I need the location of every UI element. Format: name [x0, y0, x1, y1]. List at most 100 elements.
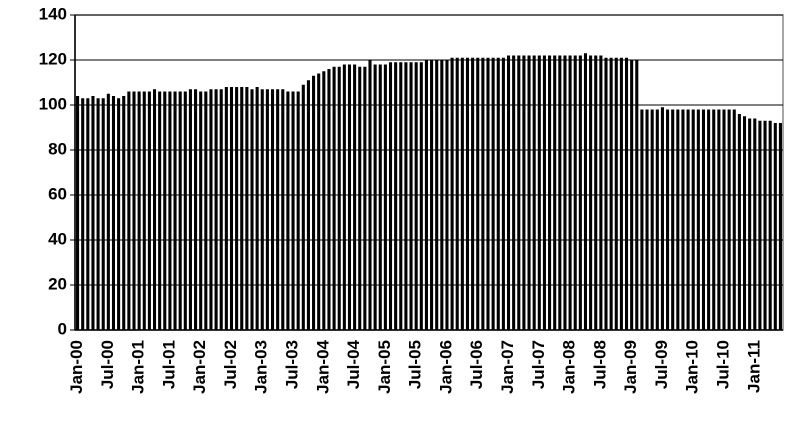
- bar: [655, 109, 659, 330]
- bar: [594, 55, 598, 330]
- bar: [450, 57, 454, 330]
- bar: [476, 57, 480, 330]
- bar: [660, 107, 664, 330]
- bar: [465, 57, 470, 330]
- bar: [501, 57, 505, 330]
- bar: [737, 114, 741, 330]
- bar: [486, 57, 490, 330]
- x-tick-label: Jul-08: [590, 340, 609, 389]
- bar: [589, 55, 593, 330]
- bar: [327, 69, 331, 330]
- y-tick-label: 20: [48, 274, 67, 293]
- bar: [168, 91, 172, 330]
- x-tick-label: Jan-11: [744, 340, 763, 393]
- x-tick-label: Jan-10: [683, 340, 702, 394]
- bar: [583, 53, 588, 330]
- bar: [276, 89, 280, 330]
- y-tick-label: 100: [39, 94, 67, 113]
- bar: [178, 91, 182, 330]
- x-tick-label: Jul-09: [652, 340, 671, 389]
- bar: [645, 109, 649, 330]
- x-tick-label: Jan-01: [129, 340, 148, 394]
- bar: [619, 57, 623, 330]
- bar: [491, 57, 495, 330]
- bar: [373, 64, 377, 330]
- bar: [691, 109, 695, 330]
- bar: [117, 98, 121, 330]
- bar: [666, 109, 670, 330]
- bar: [76, 96, 80, 330]
- bar: [522, 55, 526, 330]
- bar: [512, 55, 516, 330]
- bar: [229, 87, 234, 330]
- bar: [527, 55, 531, 330]
- bar: [353, 64, 357, 330]
- y-tick-label: 80: [48, 139, 67, 158]
- bar: [245, 87, 249, 330]
- y-tick-label: 0: [58, 319, 67, 338]
- x-tick-label: Jan-05: [375, 340, 394, 394]
- bar: [91, 96, 95, 330]
- bar: [188, 89, 192, 330]
- bar: [404, 62, 408, 330]
- bar: [414, 62, 418, 330]
- bar: [481, 57, 485, 330]
- bar: [727, 109, 731, 330]
- bar: [219, 89, 223, 330]
- bar: [86, 98, 90, 330]
- bar: [419, 62, 423, 330]
- bar: [286, 91, 290, 330]
- bar: [758, 120, 762, 330]
- bar: [537, 55, 541, 330]
- x-tick-label: Jan-02: [190, 340, 209, 394]
- bar: [260, 89, 264, 330]
- x-tick-label: Jan-06: [436, 340, 455, 394]
- bar: [553, 55, 557, 330]
- x-tick-label: Jul-04: [344, 339, 363, 389]
- bar: [342, 64, 346, 330]
- bar: [409, 62, 413, 330]
- bar: [671, 109, 675, 330]
- bar: [137, 91, 141, 330]
- bar: [563, 55, 567, 330]
- bar: [368, 60, 372, 330]
- bar: [614, 57, 618, 330]
- bar: [96, 98, 100, 330]
- x-tick-label: Jul-03: [283, 340, 302, 389]
- bar: [686, 109, 690, 330]
- x-tick-label: Jan-03: [252, 340, 271, 394]
- bar: [312, 75, 316, 330]
- bar: [265, 89, 269, 330]
- bar: [712, 109, 716, 330]
- bar: [214, 89, 218, 330]
- x-tick-label: Jul-02: [221, 340, 240, 389]
- bar: [173, 91, 177, 330]
- bar: [399, 62, 403, 330]
- bar: [250, 89, 254, 330]
- bar: [650, 109, 654, 330]
- bar: [301, 84, 305, 330]
- bar: [471, 57, 475, 330]
- bar: [127, 91, 131, 330]
- bar: [630, 60, 634, 330]
- bar: [742, 116, 747, 330]
- y-tick-label: 40: [48, 229, 67, 248]
- y-tick-label: 120: [39, 49, 67, 68]
- x-tick-label: Jul-05: [406, 340, 425, 389]
- bar: [394, 62, 398, 330]
- bar: [224, 87, 228, 330]
- x-tick-label: Jul-00: [98, 340, 117, 389]
- y-tick-label: 140: [39, 4, 67, 23]
- bar: [778, 123, 782, 330]
- bar: [194, 89, 198, 330]
- x-tick-label: Jul-06: [467, 340, 486, 389]
- bar: [763, 120, 767, 330]
- bar: [347, 64, 352, 330]
- bar: [183, 91, 187, 330]
- bar: [599, 55, 603, 330]
- bar: [573, 55, 577, 330]
- x-tick-label: Jan-04: [313, 339, 332, 393]
- bar: [773, 123, 777, 330]
- bar: [281, 89, 285, 330]
- bar: [358, 66, 362, 330]
